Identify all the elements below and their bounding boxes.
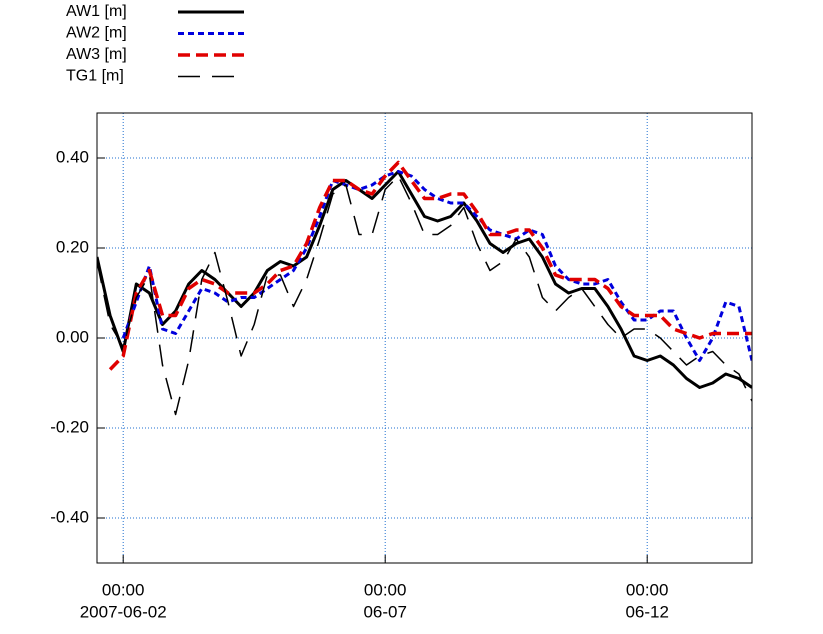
x-tick-label: 2007-06-02 <box>80 602 167 621</box>
x-tick-label: 00:00 <box>626 580 669 599</box>
series-line <box>108 160 752 371</box>
y-tick-label: -0.40 <box>50 507 89 526</box>
legend-label: AW2 [m] <box>66 25 127 42</box>
series-line <box>97 170 752 389</box>
legend-label: AW1 [m] <box>66 3 127 20</box>
series-line <box>121 170 752 362</box>
y-tick-label: 0.40 <box>56 147 89 166</box>
y-tick-label: -0.20 <box>50 417 89 436</box>
legend-label: AW3 [m] <box>66 46 127 63</box>
plot-frame <box>96 112 753 564</box>
series-line <box>97 175 752 416</box>
x-tick-label: 00:00 <box>364 580 407 599</box>
x-tick-label: 06-07 <box>363 602 406 621</box>
x-tick-label: 00:00 <box>102 580 145 599</box>
y-tick-label: 0.00 <box>56 327 89 346</box>
x-tick-label: 06-12 <box>625 602 668 621</box>
legend-label: TG1 [m] <box>66 68 124 85</box>
y-tick-label: 0.20 <box>56 237 89 256</box>
